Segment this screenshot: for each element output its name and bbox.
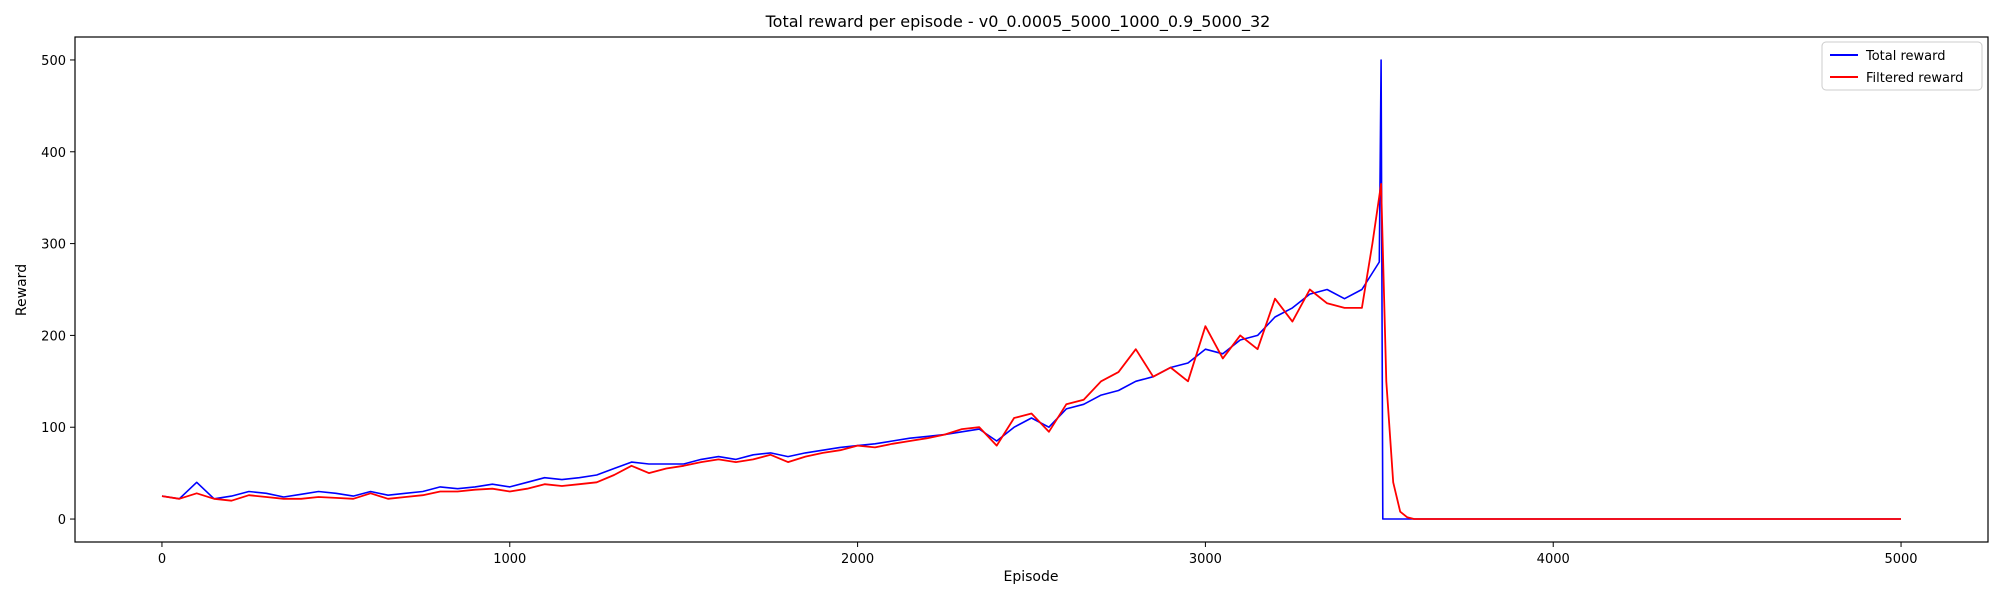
y-tick-label: 500 bbox=[41, 54, 66, 69]
x-axis: 0 1000 2000 3000 4000 5000 bbox=[158, 542, 1918, 567]
y-tick-label: 100 bbox=[41, 421, 66, 436]
x-tick-label: 2000 bbox=[841, 552, 874, 567]
series-line-total-reward bbox=[161, 59, 1901, 520]
y-tick-label: 0 bbox=[58, 513, 66, 528]
y-tick-label: 400 bbox=[41, 146, 66, 161]
legend-box bbox=[1821, 41, 1983, 91]
series-line-filtered-reward bbox=[161, 182, 1901, 520]
chart-title: Total reward per episode - v0_0.0005_500… bbox=[765, 12, 1271, 32]
x-tick-label: 5000 bbox=[1884, 552, 1917, 567]
y-axis: 0 100 200 300 400 500 bbox=[41, 54, 75, 528]
legend-label-total-reward: Total reward bbox=[1865, 49, 1946, 64]
y-tick-label: 200 bbox=[41, 329, 66, 344]
legend-label-filtered-reward: Filtered reward bbox=[1866, 71, 1963, 86]
series-layer bbox=[161, 59, 1901, 520]
y-tick-label: 300 bbox=[41, 238, 66, 253]
x-tick-label: 0 bbox=[158, 552, 166, 567]
x-axis-label: Episode bbox=[1004, 569, 1059, 585]
y-axis-label: Reward bbox=[14, 264, 30, 316]
legend: Total reward Filtered reward bbox=[1821, 41, 1983, 91]
plot-frame bbox=[74, 36, 1989, 543]
x-tick-label: 1000 bbox=[493, 552, 526, 567]
x-tick-label: 4000 bbox=[1537, 552, 1570, 567]
x-tick-label: 3000 bbox=[1189, 552, 1222, 567]
